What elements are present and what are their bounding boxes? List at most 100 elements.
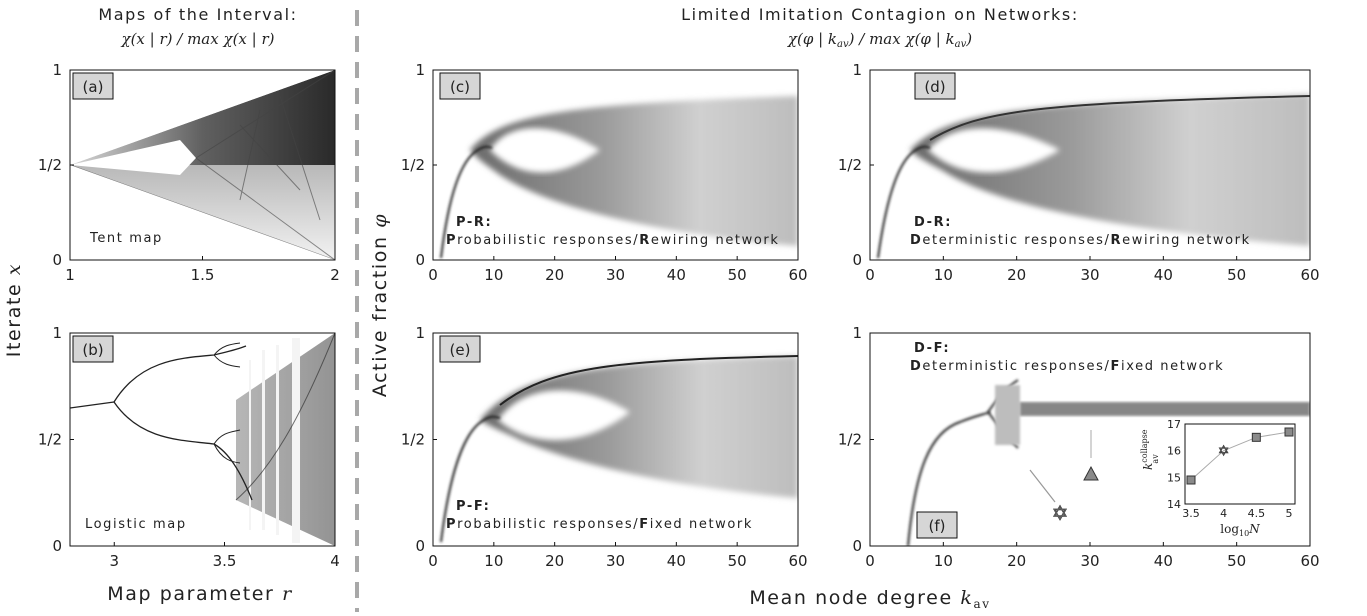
inset-xlabel-sub: 10: [1239, 529, 1249, 538]
left-xlabel-var: r: [282, 583, 293, 605]
panel-b-tag: (b): [82, 341, 103, 359]
right-ylabel-text: Active fraction: [369, 235, 391, 397]
panel-d-xtick-label: 60: [1300, 266, 1319, 284]
right-header-formula-sub1: av: [837, 39, 849, 50]
panel-f-chaos-block: [995, 385, 1020, 445]
right-ylabel-var: φ: [369, 213, 391, 228]
panel-a-ytick-label: 1: [52, 61, 62, 79]
panel-c-tag: (c): [450, 78, 470, 96]
right-header-formula-sub2: av: [955, 39, 967, 50]
inset-point-square: [1186, 475, 1196, 485]
panel-b-xtick-label: 3.5: [213, 552, 237, 570]
panel-f-desc-1: eterministic responses/: [922, 359, 1110, 374]
panel-d-desc-1: eterministic responses/: [922, 233, 1110, 248]
panel-f-xtick-label: 20: [1007, 552, 1026, 570]
panel-a-xtick-label: 1: [65, 266, 75, 284]
panel-e-ytick-label: 1: [415, 324, 425, 342]
left-xlabel: Map parameter r: [107, 583, 293, 605]
inset-ytick-label: 16: [1167, 445, 1181, 458]
inset-ylabel-super: collapse: [1140, 429, 1149, 462]
inset-line: [1190, 431, 1290, 481]
logistic-branch-single: [70, 401, 115, 409]
inset-xlabel-var: N: [1248, 522, 1260, 536]
panel-f-desc-b2: F: [1111, 359, 1121, 374]
right-xlabel-sub: av: [974, 597, 991, 611]
panel-c-xtick-label: 50: [728, 266, 747, 284]
tent-white-gap-2: [180, 140, 196, 175]
inset-xtick-label: 3.5: [1182, 507, 1200, 520]
panel-d-tag-box: [914, 72, 956, 100]
panel-f-xtick-label: 10: [934, 552, 953, 570]
panel-f-desc-2: ixed network: [1121, 359, 1224, 374]
panel-d-stem: [877, 145, 931, 259]
panel-e-ytick-label: 1/2: [401, 431, 425, 449]
panel-e-xtick-label: 0: [428, 552, 438, 570]
panel-c-desc-1: robabilistic responses/: [457, 233, 639, 248]
panel-f-triangle-marker: [1083, 465, 1099, 481]
panel-f-xtick-label: 0: [865, 552, 875, 570]
panel-a-note: Tent map: [89, 231, 163, 246]
panel-e-desc-b2: F: [639, 517, 649, 532]
panel-f-stem: [907, 411, 991, 546]
panel-e-xtick-label: 40: [667, 552, 686, 570]
inset-xtick-label: 4.5: [1248, 507, 1266, 520]
inset-xtick-label: 5: [1286, 507, 1293, 520]
tent-line-5: [239, 109, 261, 201]
right-header-title: Limited Imitation Contagion on Networks:: [681, 5, 1079, 24]
panel-e-desc-2: ixed network: [650, 517, 753, 532]
panel-f-tag-box: [916, 511, 958, 539]
panel-e-xtick-label: 50: [728, 552, 747, 570]
logistic-window-4: [249, 360, 251, 530]
panel-d-desc: Deterministic responses/Rewiring network: [910, 233, 1251, 248]
right-header-formula-c: ): [965, 30, 972, 48]
panel-f-code: D-F:: [914, 341, 950, 356]
tent-outer-white-bottom: [70, 165, 335, 260]
panel-b: [70, 333, 335, 546]
panel-f-collapse-band: [1020, 402, 1310, 416]
panel-e-xtick-label: 60: [788, 552, 807, 570]
right-xlabel: Mean node degree kav: [749, 587, 990, 611]
panel-e-xtick-label: 20: [545, 552, 564, 570]
logistic-branch-lower: [113, 401, 253, 501]
tent-white-gap: [70, 140, 180, 175]
panel-c-xtick-label: 30: [606, 266, 625, 284]
panel-d-xtick-label: 20: [1007, 266, 1026, 284]
panel-c-ytick-label: 1: [415, 61, 425, 79]
panel-c-ytick-label: 1/2: [401, 156, 425, 174]
panel-a-xtick-label: 2: [330, 266, 340, 284]
left-ylabel-text: Iterate: [3, 283, 25, 358]
left-header-title: Maps of the Interval:: [98, 5, 297, 24]
logistic-cross-curve: [235, 333, 335, 501]
panel-d-code: D-R:: [914, 215, 952, 230]
panel-f-ytick-label: 1: [852, 324, 862, 342]
logistic-window-3: [276, 345, 279, 535]
panel-d-xtick-label: 50: [1227, 266, 1246, 284]
panel-c-stem: [440, 145, 493, 259]
inset-xtick-label: 4: [1220, 507, 1227, 520]
tent-outer-white-top: [70, 70, 335, 165]
panel-c-xtick-label: 0: [428, 266, 438, 284]
panel-e-xtick-label: 30: [606, 552, 625, 570]
panel-b-note: Logistic map: [85, 517, 187, 532]
left-ylabel-var: x: [3, 263, 25, 275]
panel-d-desc-b2: R: [1111, 233, 1123, 248]
panel-e-stem: [440, 415, 501, 543]
panel-c-desc: Probabilistic responses/Rewiring network: [446, 233, 779, 248]
panel-d-upper-edge: [929, 95, 1310, 141]
panel-e-ytick-label: 0: [415, 537, 425, 555]
panel-e-desc-b1: P: [446, 517, 457, 532]
panel-f-desc-b1: D: [910, 359, 922, 374]
logistic-chaos-region: [236, 333, 335, 546]
inset-ytick-label: 15: [1167, 471, 1181, 484]
panel-d-xtick-label: 10: [934, 266, 953, 284]
logistic-branch-upper: [113, 345, 247, 403]
inset-ytick-label: 17: [1167, 418, 1181, 431]
tent-line-2: [195, 157, 335, 260]
panel-e-tag: (e): [450, 341, 471, 359]
panel-e-inner-gap: [498, 390, 630, 441]
panel-c-tag-box: [439, 72, 481, 100]
left-ylabel: Iterate x: [3, 263, 25, 358]
panel-a: [70, 70, 335, 260]
panel-e-code: P-F:: [456, 499, 490, 514]
panel-d-ytick-label: 0: [852, 251, 862, 269]
